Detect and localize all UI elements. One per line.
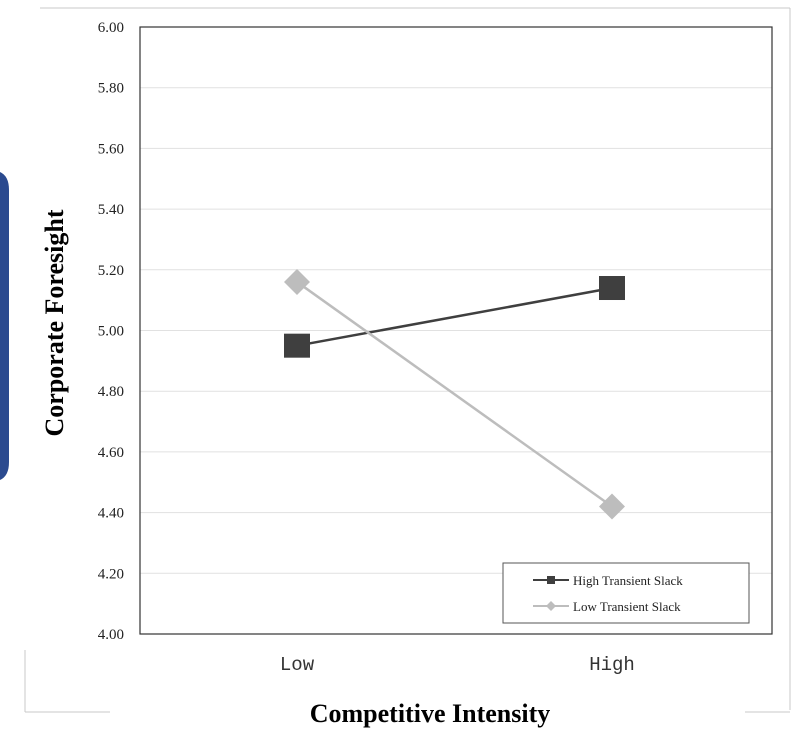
series-line (296, 286, 613, 347)
y-tick-label: 4.60 (98, 445, 124, 461)
x-axis-ticks: Low High (280, 654, 635, 676)
legend-marker (546, 601, 556, 611)
y-tick-label: 6.00 (98, 20, 124, 36)
x-tick-label: Low (280, 654, 315, 676)
series-layer (284, 268, 625, 520)
gridlines (140, 87, 772, 574)
data-point (599, 276, 625, 301)
y-tick-label: 5.00 (98, 324, 124, 340)
plot-area (139, 26, 773, 635)
x-axis-label: Competitive Intensity (310, 699, 550, 728)
legend-label: High Transient Slack (573, 573, 683, 588)
data-point (284, 268, 310, 295)
legend-box (502, 562, 750, 624)
y-tick-label: 4.40 (98, 506, 124, 522)
series-line (296, 280, 613, 508)
y-tick-label: 4.20 (98, 566, 124, 582)
legend: High Transient Slack Low Transient Slack (502, 562, 750, 624)
data-point (599, 493, 625, 520)
y-axis-ticks: 4.00 4.20 4.40 4.60 4.80 5.00 5.20 5.40 5.60 5.80… (98, 20, 124, 643)
legend-label: Low Transient Slack (573, 599, 681, 614)
y-tick-label: 5.60 (98, 141, 124, 157)
y-axis-label: Corporate Foresight (40, 209, 69, 436)
legend-marker (547, 576, 555, 584)
y-tick-label: 4.80 (98, 384, 124, 400)
y-tick-label: 4.00 (98, 627, 124, 643)
y-tick-label: 5.80 (98, 81, 124, 97)
left-accent-bar (0, 172, 9, 480)
y-tick-label: 5.20 (98, 263, 124, 279)
x-tick-label: High (589, 654, 635, 676)
y-tick-label: 5.40 (98, 202, 124, 218)
data-point (284, 333, 310, 358)
